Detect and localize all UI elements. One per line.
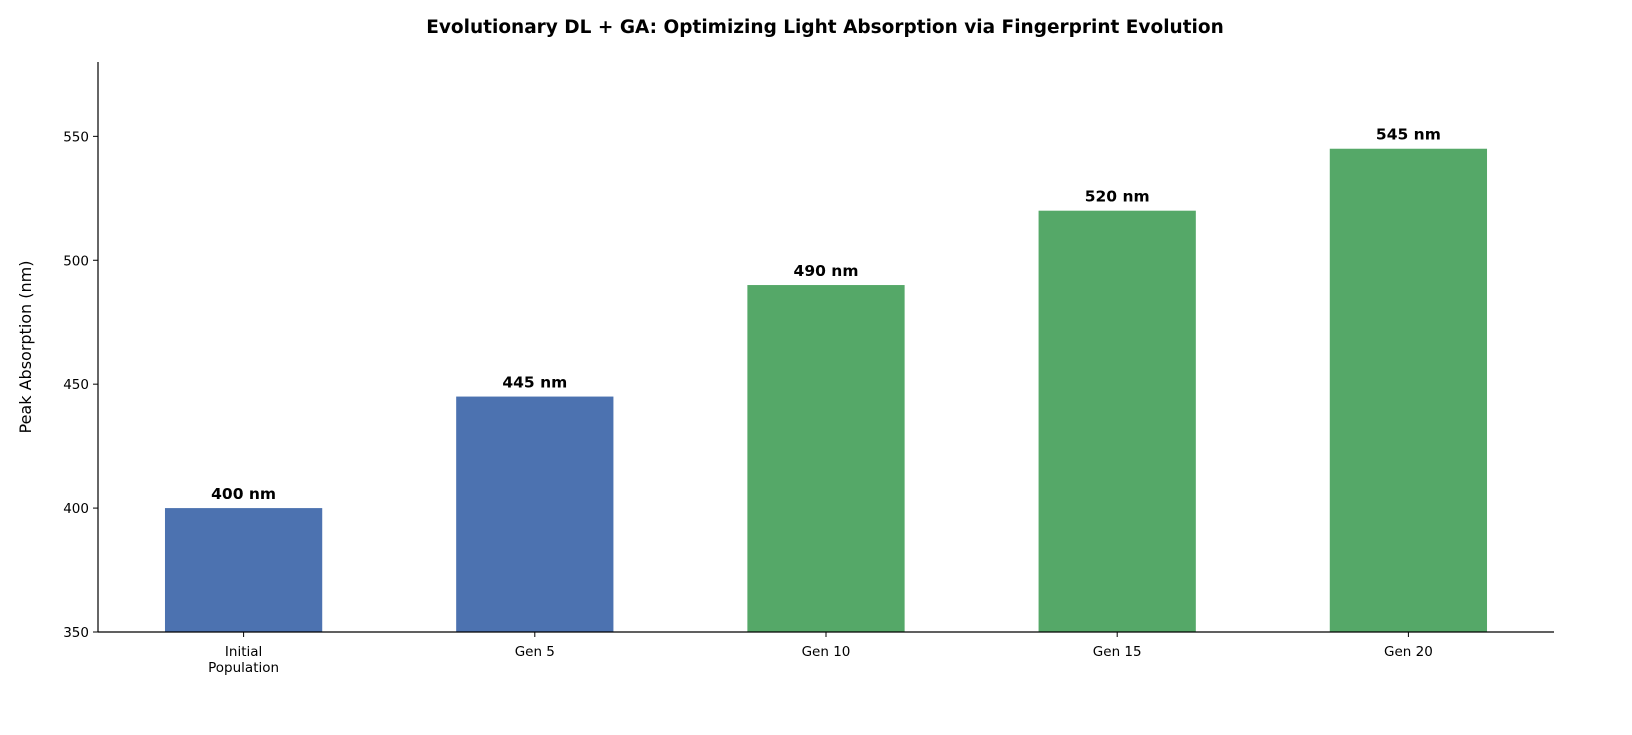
x-tick-label: Gen 15 (1093, 644, 1142, 660)
y-tick-label: 350 (63, 625, 89, 641)
data-label: 400 nm (211, 485, 276, 503)
y-tick-label: 500 (63, 253, 89, 269)
bar (164, 508, 323, 632)
bar (1329, 148, 1488, 632)
bar (456, 396, 614, 632)
y-tick-label: 450 (63, 377, 89, 393)
data-label: 545 nm (1376, 126, 1441, 144)
y-tick-label: 550 (63, 129, 89, 145)
x-tick-label: Initial Population (208, 644, 279, 676)
y-axis-label: Peak Absorption (nm) (16, 261, 35, 434)
chart-title: Evolutionary DL + GA: Optimizing Light A… (426, 17, 1224, 38)
data-label: 445 nm (502, 374, 567, 392)
x-tick-label: Gen 10 (802, 644, 851, 660)
bar (1038, 210, 1196, 632)
y-tick-label: 400 (63, 501, 89, 517)
x-tick-label: Gen 20 (1384, 644, 1433, 660)
data-label: 490 nm (794, 262, 859, 280)
data-label: 520 nm (1085, 188, 1150, 206)
x-tick-label: Gen 5 (515, 644, 555, 660)
bar (747, 285, 905, 632)
